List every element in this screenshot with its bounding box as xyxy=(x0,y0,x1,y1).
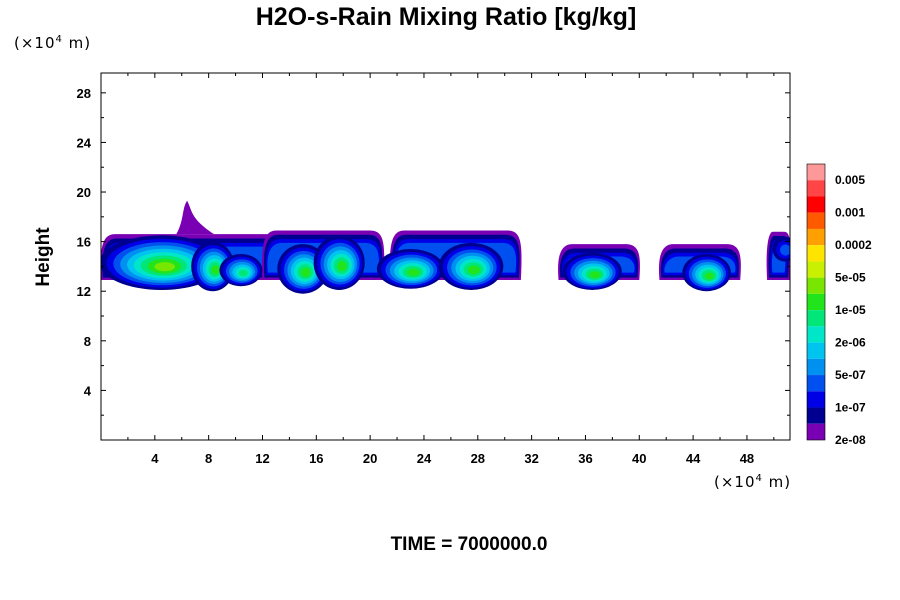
x-tick-labels: 4 8 12 16 20 24 28 32 36 40 44 48 xyxy=(151,451,754,466)
rain-cell-9 xyxy=(682,254,731,292)
colorbar-label: 0.0002 xyxy=(835,238,872,252)
x-tick-label: 8 xyxy=(205,451,212,466)
contour-level xyxy=(704,272,714,280)
colorbar-swatch xyxy=(807,277,825,294)
colorbar-swatch xyxy=(807,228,825,246)
colorbar-swatch xyxy=(807,358,825,376)
colorbar-frame xyxy=(806,163,826,441)
contour-level xyxy=(589,271,601,279)
axis-ticks xyxy=(100,73,790,441)
colorbar-swatch xyxy=(807,293,825,311)
y-tick-label: 24 xyxy=(77,135,92,150)
colorbar-swatch xyxy=(807,212,825,229)
colorbar-label: 5e-07 xyxy=(835,368,866,382)
colorbar-swatch xyxy=(807,375,825,392)
y-tick-label: 28 xyxy=(77,86,91,101)
y-tick-labels: 4 8 12 16 20 24 28 xyxy=(77,86,92,399)
contour-level xyxy=(154,262,176,272)
colorbar-swatch xyxy=(807,326,825,343)
time-label: TIME = 7000000.0 xyxy=(391,534,548,555)
colorbar-labels: 0.005 0.001 0.0002 5e-05 1e-05 2e-06 5e-07 1e-0… xyxy=(835,173,872,447)
contour-level xyxy=(407,268,420,277)
colorbar-swatch xyxy=(807,342,825,359)
colorbar-swatch xyxy=(807,180,825,197)
x-tick-label: 40 xyxy=(632,451,646,466)
x-tick-label: 12 xyxy=(255,451,269,466)
y-tick-label: 8 xyxy=(84,334,91,349)
contour-level xyxy=(780,244,790,256)
colorbar-swatch xyxy=(807,196,825,213)
contour-level xyxy=(238,269,248,277)
colorbar-swatch xyxy=(807,391,825,408)
x-tick-label: 32 xyxy=(524,451,538,466)
x-tick-label: 20 xyxy=(363,451,377,466)
colorbar-label: 0.005 xyxy=(835,173,865,187)
contour-level xyxy=(300,267,311,277)
colorbar-label: 5e-05 xyxy=(835,271,866,285)
x-tick-label: 4 xyxy=(151,451,159,466)
rain-cell-6 xyxy=(376,249,445,289)
colorbar-swatch xyxy=(807,407,825,424)
rain-cell-8 xyxy=(562,252,622,290)
colorbar-label: 2e-06 xyxy=(835,336,866,350)
x-axis-unit: (×104 m) xyxy=(714,473,791,491)
y-tick-label: 4 xyxy=(84,383,92,398)
contour-level xyxy=(211,265,220,275)
colorbar-label: 2e-08 xyxy=(835,433,866,447)
contour-level xyxy=(337,261,347,272)
colorbar-swatch xyxy=(807,164,825,181)
y-axis-label: Height xyxy=(33,227,54,287)
y-tick-label: 20 xyxy=(77,185,91,200)
rain-cell-5 xyxy=(313,235,365,290)
contour-field xyxy=(101,200,790,294)
x-tick-label: 36 xyxy=(578,451,592,466)
colorbar-label: 1e-07 xyxy=(835,401,866,415)
plot-frame xyxy=(100,72,791,441)
overshooting-plume xyxy=(176,200,215,235)
y-tick-label: 12 xyxy=(77,284,91,299)
colorbar-label: 0.001 xyxy=(835,206,865,220)
y-tick-label: 16 xyxy=(77,235,91,250)
rain-cell-1 xyxy=(101,235,224,290)
chart-title: H2O-s-Rain Mixing Ratio [kg/kg] xyxy=(256,3,637,31)
contour-level xyxy=(467,265,480,275)
rain-cell-10 xyxy=(772,236,790,262)
rain-cell-3 xyxy=(219,254,263,287)
colorbar-label: 1e-05 xyxy=(835,303,866,317)
rain-cell-7 xyxy=(438,242,504,290)
colorbar-swatch xyxy=(807,310,825,327)
colorbar-swatch xyxy=(807,423,825,440)
x-tick-label: 24 xyxy=(417,451,432,466)
x-tick-label: 48 xyxy=(740,451,754,466)
x-tick-label: 28 xyxy=(471,451,485,466)
colorbar-swatch xyxy=(807,245,825,262)
colorbar-swatch xyxy=(807,261,825,278)
colorbar xyxy=(806,163,826,441)
x-tick-label: 44 xyxy=(686,451,701,466)
y-axis-unit: (×104 m) xyxy=(14,34,91,52)
x-tick-label: 16 xyxy=(309,451,323,466)
